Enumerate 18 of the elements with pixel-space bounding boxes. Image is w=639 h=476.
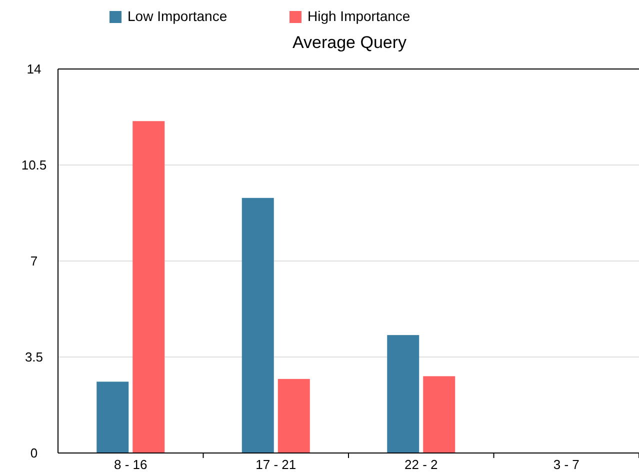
chart-title: Average Query xyxy=(292,33,408,52)
y-tick-label: 3.5 xyxy=(24,350,44,365)
bar xyxy=(242,198,274,453)
x-tick-label: 8 - 16 xyxy=(114,457,148,472)
bar xyxy=(96,382,129,453)
bar xyxy=(423,376,456,453)
y-tick-label: 0 xyxy=(30,446,38,461)
legend-label: High Importance xyxy=(308,8,410,24)
y-tick-label: 10.5 xyxy=(21,158,47,173)
x-tick-label: 17 - 21 xyxy=(256,457,296,472)
bar xyxy=(278,378,310,453)
y-tick-label: 7 xyxy=(30,254,38,269)
bar xyxy=(387,335,420,453)
legend-label: Low Importance xyxy=(128,8,228,24)
bar xyxy=(132,121,165,453)
y-tick-label: 14 xyxy=(26,62,42,77)
x-tick-label: 3 - 7 xyxy=(553,457,580,472)
x-tick-label: 22 - 2 xyxy=(404,457,438,472)
